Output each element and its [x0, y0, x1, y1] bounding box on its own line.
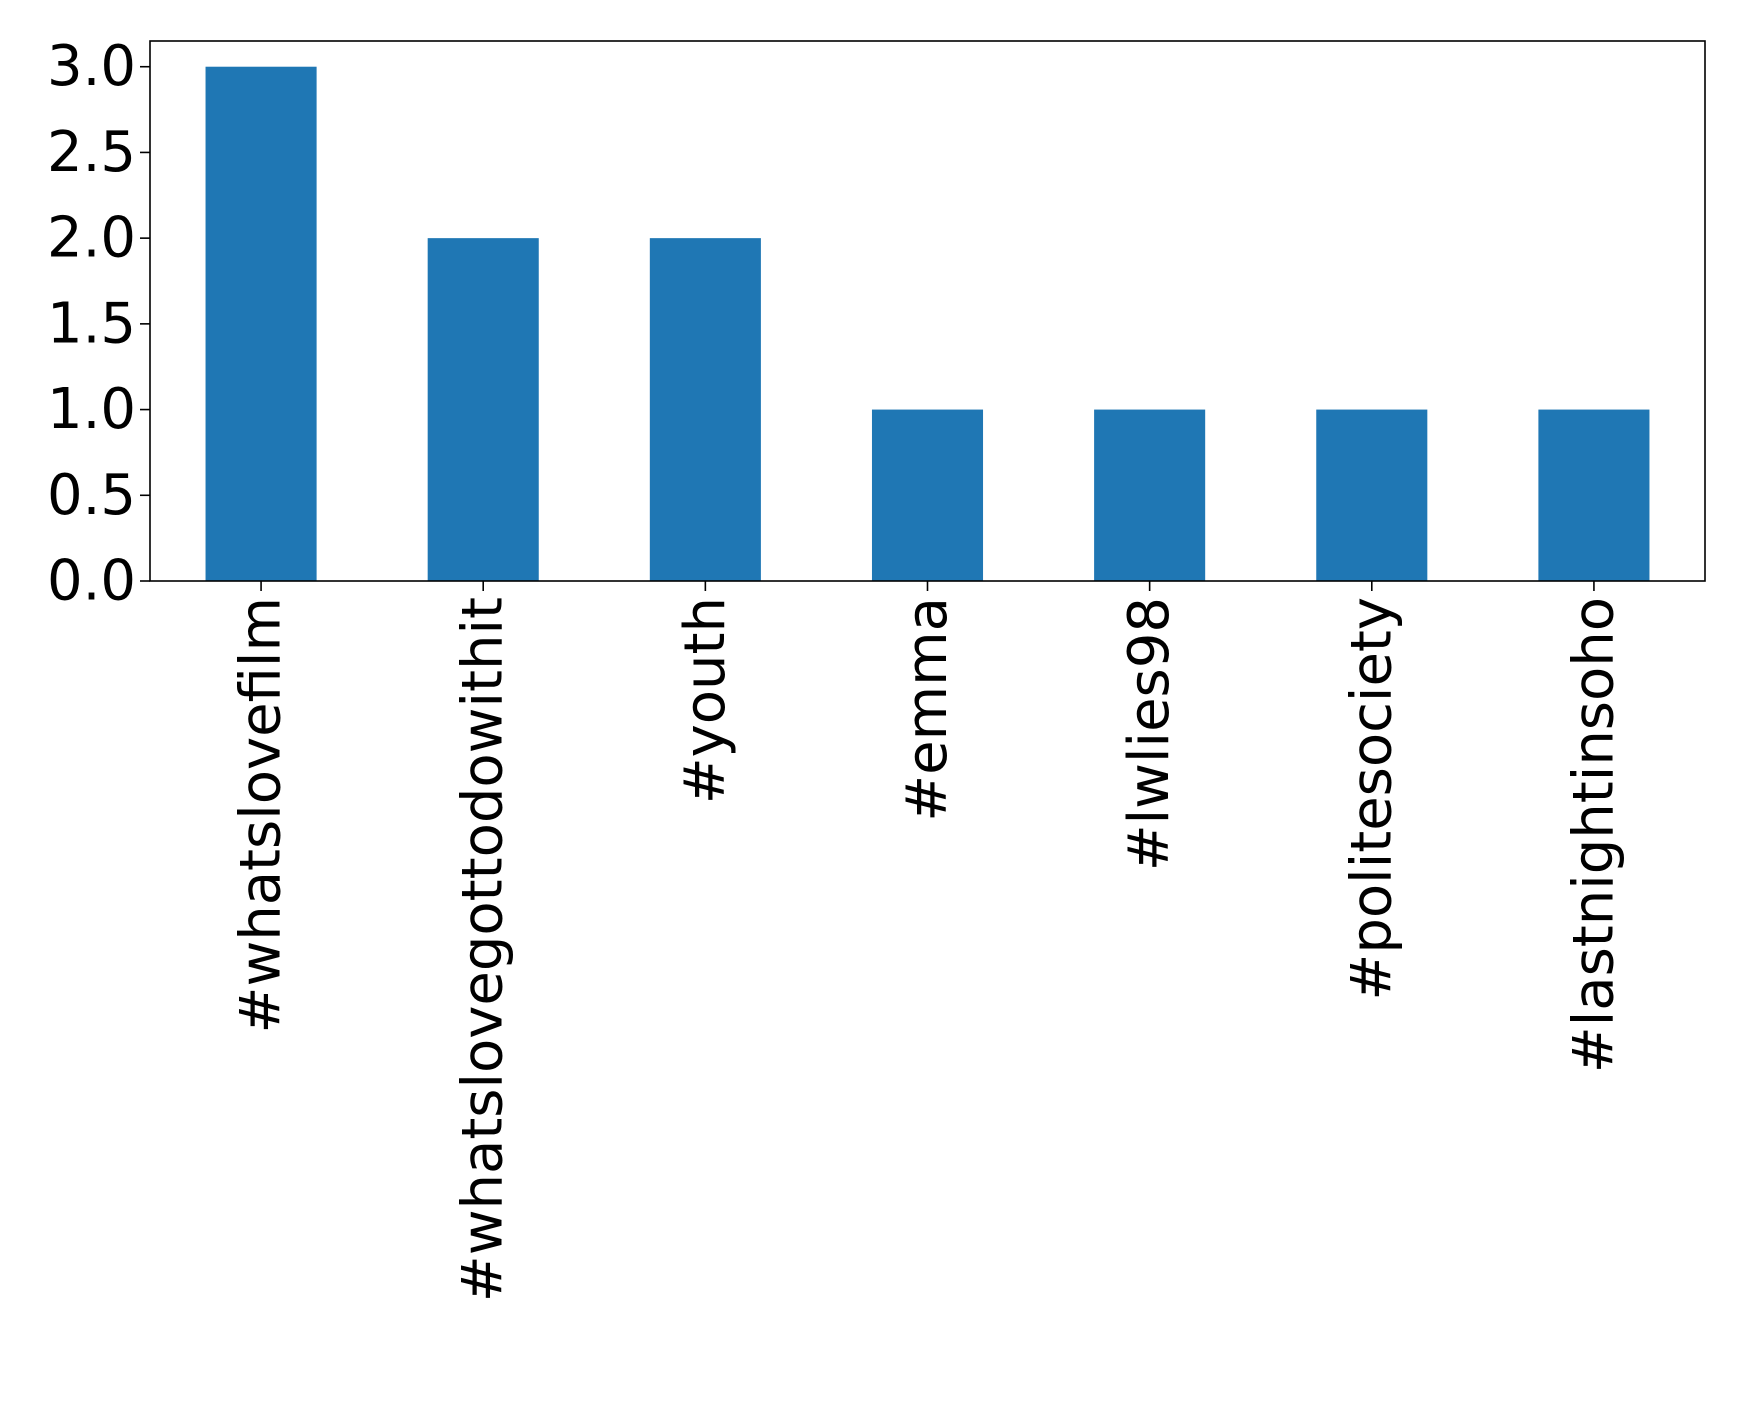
bar-politesociety [1316, 409, 1428, 581]
x-tick-label: #whatslovefilm [229, 597, 294, 1033]
x-tick-label: #politesociety [1339, 597, 1404, 1001]
bar-lwlies98 [1094, 409, 1206, 581]
bars-group [205, 66, 1650, 581]
y-tick-label: 0.5 [47, 463, 136, 528]
bar-whatslovegottodowithit [427, 238, 539, 581]
bar-whatslovefilm [205, 66, 317, 581]
x-tick-label: #lwlies98 [1117, 597, 1182, 871]
x-tick-label: #lastnightinsoho [1561, 597, 1626, 1073]
x-tick-label: #emma [895, 597, 960, 822]
y-tick-label: 0.0 [47, 549, 136, 614]
bar-emma [871, 409, 984, 581]
x-axis: #whatslovefilm #whatslovegottodowithit #yo… [229, 581, 1626, 1302]
y-tick-label: 3.0 [47, 34, 136, 99]
plot-frame [149, 40, 1706, 582]
y-tick-label: 2.0 [47, 206, 136, 271]
bar-lastnightinsoho [1538, 409, 1650, 581]
x-tick-label: #whatslovegottodowithit [451, 597, 516, 1302]
y-axis: 0.0 0.5 1.0 1.5 2.0 2.5 3.0 [47, 34, 150, 614]
bar-youth [649, 238, 761, 581]
x-tick-label: #youth [673, 597, 738, 804]
y-tick-label: 1.5 [47, 291, 136, 356]
y-tick-label: 1.0 [47, 377, 136, 442]
y-tick-label: 2.5 [47, 120, 136, 185]
